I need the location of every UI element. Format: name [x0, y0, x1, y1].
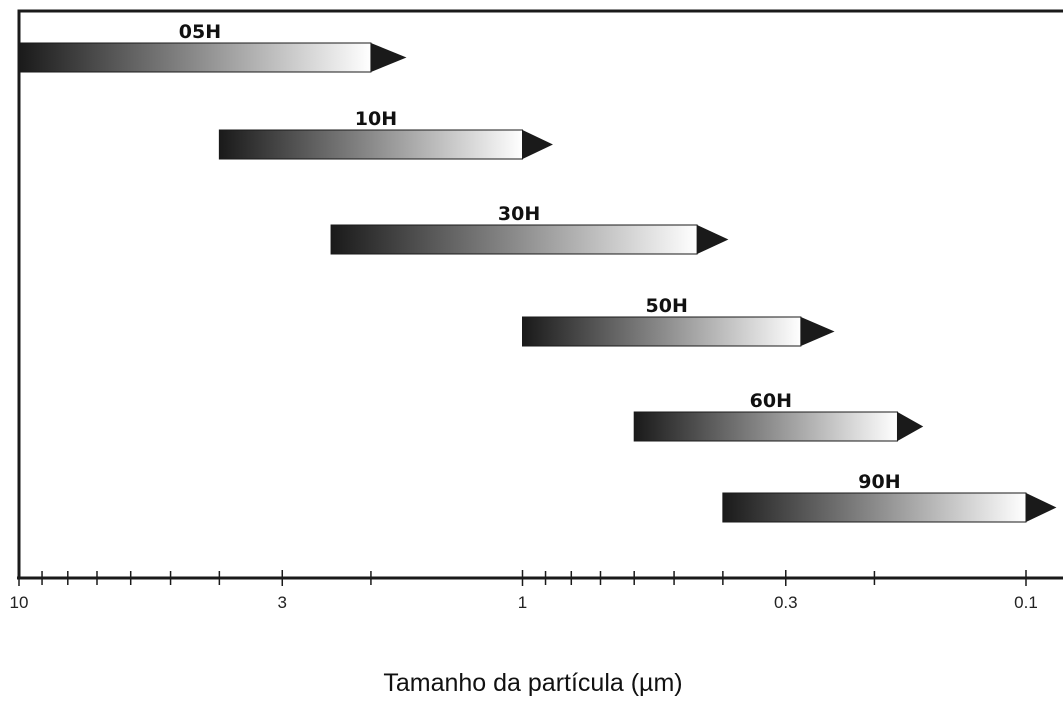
- bar: [330, 224, 698, 255]
- tick-label: 0.3: [774, 593, 798, 612]
- x-axis-title: Tamanho da partícula (µm): [383, 669, 682, 697]
- arrow-head: [897, 412, 924, 441]
- bar-group: 05H: [18, 21, 407, 73]
- bar-group: 50H: [522, 295, 835, 347]
- bar: [522, 316, 802, 347]
- tick-label: 10: [10, 593, 29, 612]
- tick-label: 3: [278, 593, 287, 612]
- bar: [633, 411, 898, 442]
- arrow-head: [697, 225, 729, 254]
- bar: [218, 129, 523, 160]
- bar-label: 10H: [355, 108, 397, 130]
- bar-group: 10H: [218, 108, 553, 160]
- bar-label: 30H: [498, 203, 540, 225]
- bar-label: 05H: [179, 21, 221, 43]
- bar: [722, 492, 1027, 523]
- bar-label: 50H: [646, 295, 688, 317]
- x-axis-ticks: [18, 570, 1027, 586]
- arrow-head: [800, 317, 835, 346]
- bar-group: 30H: [330, 203, 729, 255]
- x-axis-tick-labels: 10 3 1 0.3 0.1: [10, 593, 1038, 612]
- bars: 05H 10H 30H 50H 60H 90H: [18, 21, 1057, 523]
- arrow-head: [1026, 493, 1057, 522]
- bar-group: 60H: [633, 390, 924, 442]
- bar: [18, 42, 372, 73]
- tick-label: 1: [518, 593, 527, 612]
- arrow-head: [370, 43, 407, 72]
- arrow-head: [522, 130, 553, 159]
- plot-frame: [17, 9, 1063, 578]
- bar-label: 90H: [858, 471, 900, 493]
- bar-label: 60H: [750, 390, 792, 412]
- tick-label: 0.1: [1014, 593, 1038, 612]
- bar-group: 90H: [722, 471, 1057, 523]
